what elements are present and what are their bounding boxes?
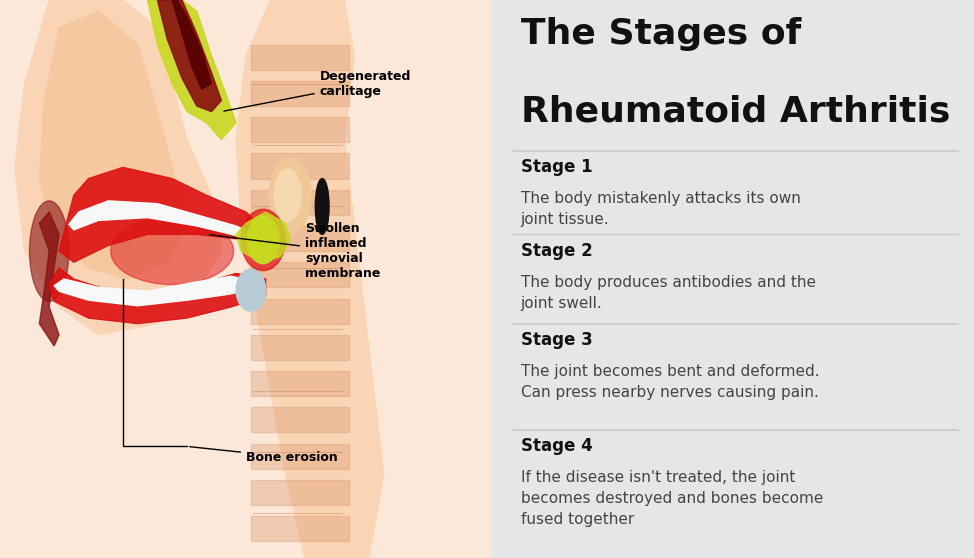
Text: Rheumatoid Arthritis: Rheumatoid Arthritis — [521, 95, 951, 129]
Text: The Stages of: The Stages of — [521, 17, 802, 51]
Polygon shape — [251, 407, 350, 432]
Polygon shape — [15, 0, 221, 335]
Polygon shape — [59, 167, 271, 262]
Text: The joint becomes bent and deformed.
Can press nearby nerves causing pain.: The joint becomes bent and deformed. Can… — [521, 364, 819, 401]
Polygon shape — [69, 201, 261, 246]
Text: Stage 4: Stage 4 — [521, 437, 592, 455]
Text: Bone erosion: Bone erosion — [190, 447, 338, 464]
Ellipse shape — [241, 209, 285, 271]
Polygon shape — [39, 11, 187, 279]
Polygon shape — [55, 276, 256, 306]
Polygon shape — [251, 444, 350, 469]
Polygon shape — [251, 153, 350, 179]
Polygon shape — [50, 268, 266, 324]
Ellipse shape — [275, 169, 301, 222]
Text: The body produces antibodies and the
joint swell.: The body produces antibodies and the joi… — [521, 275, 816, 311]
Polygon shape — [39, 212, 59, 346]
Polygon shape — [251, 335, 350, 360]
Ellipse shape — [111, 218, 234, 285]
Text: Swollen
inflamed
synovial
membrane: Swollen inflamed synovial membrane — [209, 222, 380, 280]
Ellipse shape — [236, 269, 266, 311]
Polygon shape — [251, 480, 350, 505]
Polygon shape — [251, 516, 350, 541]
Polygon shape — [148, 0, 236, 140]
Text: Degenerated
carlitage: Degenerated carlitage — [224, 70, 411, 111]
Ellipse shape — [269, 157, 311, 233]
Polygon shape — [251, 262, 350, 287]
Text: The body mistakenly attacks its own
joint tissue.: The body mistakenly attacks its own join… — [521, 191, 801, 228]
Polygon shape — [172, 0, 211, 89]
Text: Stage 2: Stage 2 — [521, 242, 592, 259]
Polygon shape — [251, 45, 350, 70]
Polygon shape — [251, 190, 350, 215]
Ellipse shape — [247, 216, 280, 263]
Polygon shape — [251, 81, 350, 106]
Text: Stage 1: Stage 1 — [521, 158, 592, 176]
Polygon shape — [236, 212, 290, 262]
Polygon shape — [251, 299, 350, 324]
Polygon shape — [251, 117, 350, 142]
Polygon shape — [236, 0, 384, 558]
Text: Stage 3: Stage 3 — [521, 331, 592, 349]
Ellipse shape — [29, 201, 69, 301]
Polygon shape — [158, 0, 221, 112]
Polygon shape — [251, 371, 350, 396]
Ellipse shape — [316, 179, 329, 234]
Polygon shape — [251, 226, 350, 251]
Text: If the disease isn't treated, the joint
becomes destroyed and bones become
fused: If the disease isn't treated, the joint … — [521, 470, 823, 527]
